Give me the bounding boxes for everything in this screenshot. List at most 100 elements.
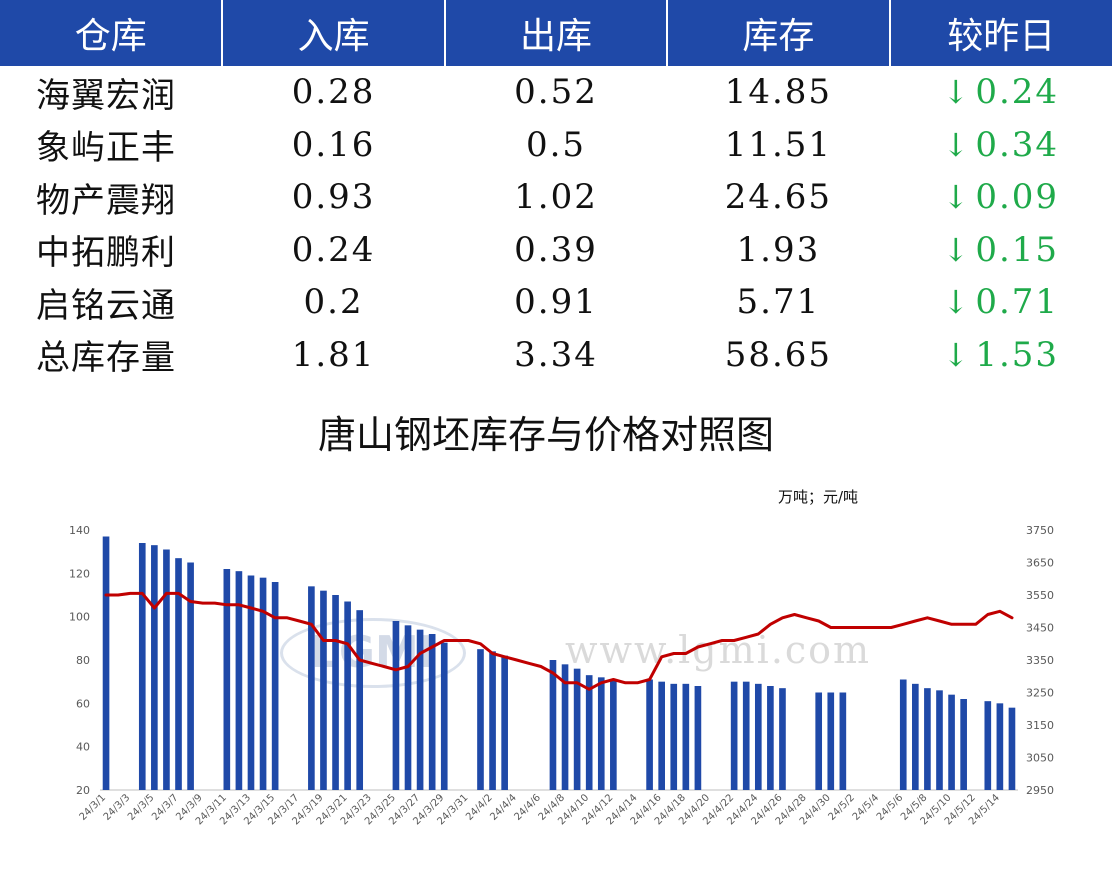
left-axis-tick-label: 40 bbox=[76, 741, 90, 754]
inbound-cell: 0.2 bbox=[303, 282, 364, 323]
left-axis-tick-label: 20 bbox=[76, 784, 90, 797]
header-inbound: 入库 bbox=[222, 0, 446, 66]
warehouse-name-cell: 启铭云通 bbox=[36, 285, 176, 326]
stock-cell: 14.85 bbox=[724, 72, 833, 113]
inventory-bar bbox=[815, 692, 823, 790]
right-axis-tick-label: 3550 bbox=[1026, 589, 1054, 602]
price-line bbox=[104, 591, 1014, 691]
header-warehouse: 仓库 bbox=[0, 0, 224, 66]
warehouse-name-cell: 象屿正丰 bbox=[36, 128, 176, 169]
inventory-bar bbox=[899, 679, 907, 790]
left-axis-tick-label: 80 bbox=[76, 654, 90, 667]
stock-cell: 24.65 bbox=[724, 177, 833, 218]
outbound-cell: 0.39 bbox=[514, 229, 598, 270]
inventory-bar bbox=[477, 649, 484, 790]
left-axis-tick-label: 60 bbox=[76, 697, 90, 710]
inventory-bar bbox=[948, 694, 955, 790]
down-arrow-icon: ↓ bbox=[942, 125, 972, 164]
stock-cell: 1.93 bbox=[736, 229, 821, 270]
inventory-bar bbox=[561, 664, 569, 790]
table-row: 象屿正丰 0.16 0.5 11.51 ↓ 0.34 bbox=[0, 119, 1112, 172]
inventory-bar bbox=[585, 675, 593, 790]
inventory-bar bbox=[416, 629, 424, 790]
down-arrow-icon: ↓ bbox=[942, 178, 972, 217]
inventory-bar bbox=[573, 668, 581, 790]
down-arrow-icon: ↓ bbox=[942, 73, 972, 112]
inventory-bar bbox=[223, 569, 231, 790]
change-value: 0.24 bbox=[975, 72, 1060, 113]
inventory-price-chart: 20 40 60 80 100 120 140 2950 3050 3150 3250 3350 345… bbox=[69, 524, 1054, 827]
warehouse-name-cell: 中拓鹏利 bbox=[36, 233, 176, 274]
table-row: 启铭云通 0.2 0.91 5.71 ↓ 0.71 bbox=[0, 276, 1112, 329]
inventory-bar bbox=[428, 634, 436, 790]
header-outbound: 出库 bbox=[444, 0, 669, 66]
change-value: 0.71 bbox=[975, 282, 1060, 323]
inventory-table-section: 仓库 入库 出库 库存 较昨日 海翼宏润 0.28 0.52 14.85 ↓ 0.24 象屿… bbox=[0, 0, 1112, 381]
inbound-cell: 0.24 bbox=[291, 229, 376, 270]
inventory-bar bbox=[839, 692, 847, 790]
unit-label: 万吨；元/吨 bbox=[778, 488, 859, 506]
table-row: 总库存量 1.81 3.34 58.65 ↓ 1.53 bbox=[0, 329, 1112, 382]
inventory-bar bbox=[320, 590, 327, 790]
inventory-bar bbox=[247, 575, 255, 790]
inventory-bar bbox=[1008, 707, 1016, 790]
inbound-cell: 0.93 bbox=[291, 177, 376, 218]
x-axis-tick-label: 24/5/6 bbox=[875, 792, 906, 823]
change-value: 0.09 bbox=[975, 177, 1060, 218]
right-axis-tick-label: 3350 bbox=[1026, 654, 1054, 667]
inventory-bar bbox=[163, 549, 170, 790]
inventory-bar bbox=[235, 571, 243, 790]
change-value: 0.34 bbox=[975, 124, 1060, 165]
inventory-bar bbox=[610, 679, 617, 790]
change-cell: ↓ 0.09 bbox=[890, 171, 1112, 224]
change-cell: ↓ 0.34 bbox=[890, 119, 1112, 172]
right-axis-tick-label: 3650 bbox=[1026, 557, 1054, 570]
down-arrow-icon: ↓ bbox=[942, 283, 972, 322]
change-cell: ↓ 0.71 bbox=[890, 276, 1112, 329]
inventory-bar bbox=[344, 601, 351, 790]
inventory-bar bbox=[356, 610, 364, 790]
inventory-bar bbox=[960, 699, 967, 790]
change-value: 0.15 bbox=[975, 229, 1060, 270]
outbound-cell: 1.02 bbox=[514, 177, 598, 218]
table-row: 物产震翔 0.93 1.02 24.65 ↓ 0.09 bbox=[0, 171, 1112, 224]
inventory-bar bbox=[271, 582, 279, 790]
stock-cell: 58.65 bbox=[724, 334, 833, 375]
inventory-bar bbox=[404, 625, 412, 790]
inbound-cell: 1.81 bbox=[291, 334, 376, 375]
inventory-bar bbox=[259, 577, 267, 790]
inventory-bar bbox=[597, 677, 605, 790]
inventory-bar bbox=[682, 683, 690, 790]
table-body: 海翼宏润 0.28 0.52 14.85 ↓ 0.24 象屿正丰 0.16 0.5 11.51 ↓ 0… bbox=[0, 66, 1112, 381]
inventory-bar bbox=[646, 679, 653, 790]
left-axis-tick-label: 140 bbox=[69, 524, 90, 537]
right-axis-tick-label: 3050 bbox=[1026, 752, 1054, 765]
change-cell: ↓ 0.24 bbox=[890, 66, 1112, 119]
inventory-bar bbox=[658, 681, 665, 790]
right-axis-tick-label: 2950 bbox=[1026, 784, 1054, 797]
inbound-cell: 0.28 bbox=[291, 72, 376, 113]
down-arrow-icon: ↓ bbox=[942, 230, 972, 269]
right-axis-tick-label: 3250 bbox=[1026, 687, 1054, 700]
left-axis-tick-label: 120 bbox=[69, 567, 90, 580]
warehouse-name-cell: 物产震翔 bbox=[36, 180, 176, 221]
change-cell: ↓ 1.53 bbox=[890, 329, 1112, 382]
inbound-cell: 0.16 bbox=[291, 124, 376, 165]
change-cell: ↓ 0.15 bbox=[890, 224, 1112, 277]
stock-cell: 5.71 bbox=[736, 282, 821, 323]
inventory-bar bbox=[549, 660, 557, 790]
inventory-bar bbox=[392, 621, 400, 790]
table-row: 海翼宏润 0.28 0.52 14.85 ↓ 0.24 bbox=[0, 66, 1112, 119]
stock-cell: 11.51 bbox=[724, 124, 833, 165]
inventory-bar bbox=[670, 683, 678, 790]
inventory-bar bbox=[151, 545, 158, 790]
outbound-cell: 0.91 bbox=[514, 282, 598, 323]
inventory-bar bbox=[175, 558, 182, 790]
inventory-bar bbox=[779, 688, 786, 790]
table-header-row: 仓库 入库 出库 库存 较昨日 bbox=[0, 0, 1112, 66]
inventory-bar bbox=[187, 562, 194, 790]
inventory-bar bbox=[308, 586, 315, 790]
right-axis-tick-label: 3150 bbox=[1026, 719, 1054, 732]
warehouse-name-cell: 总库存量 bbox=[36, 338, 176, 379]
header-change: 较昨日 bbox=[889, 0, 1112, 66]
